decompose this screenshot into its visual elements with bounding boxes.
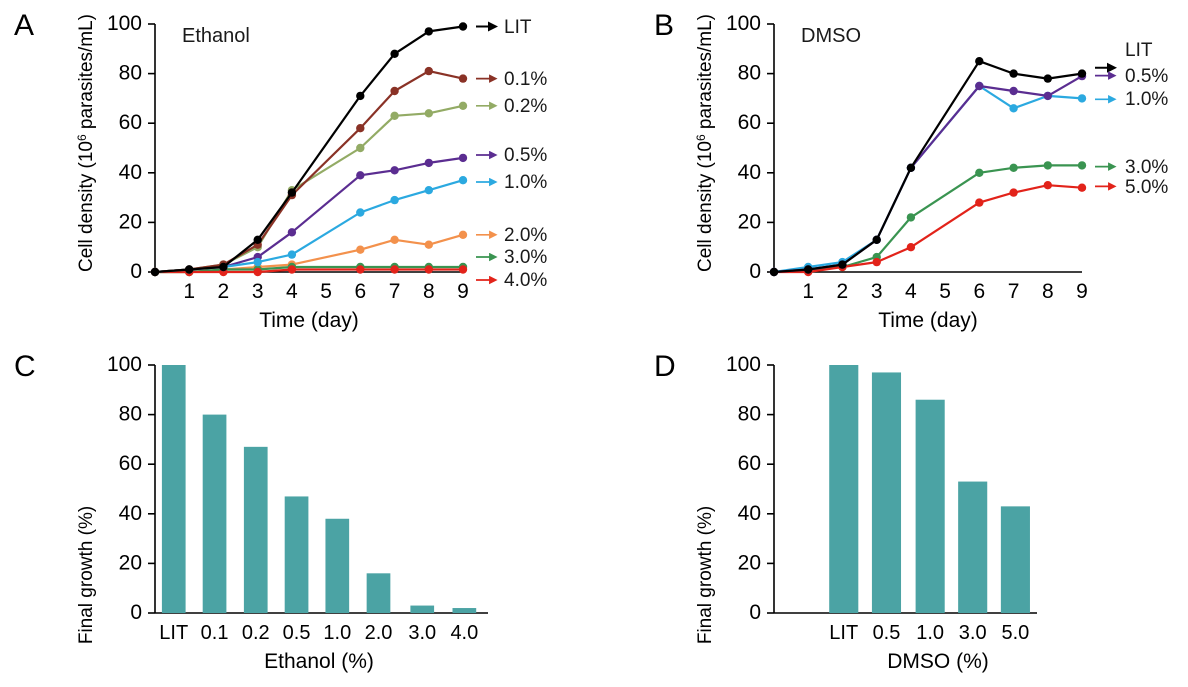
svg-text:20: 20 (738, 551, 761, 574)
svg-text:6: 6 (354, 280, 366, 303)
svg-text:40: 40 (738, 502, 761, 525)
svg-text:3.0%: 3.0% (504, 247, 547, 268)
svg-text:4.0%: 4.0% (504, 270, 547, 291)
svg-text:2: 2 (837, 280, 849, 303)
svg-text:Final growth (%): Final growth (%) (695, 506, 716, 644)
svg-text:0.5: 0.5 (873, 622, 901, 644)
svg-text:2.0: 2.0 (365, 622, 393, 644)
svg-text:0: 0 (749, 601, 761, 624)
svg-text:1.0%: 1.0% (504, 172, 547, 193)
svg-text:Ethanol: Ethanol (182, 25, 250, 47)
svg-text:1: 1 (802, 280, 814, 303)
svg-text:80: 80 (119, 62, 142, 85)
svg-text:100: 100 (726, 353, 761, 376)
svg-text:LIT: LIT (159, 622, 188, 644)
svg-text:2: 2 (218, 280, 230, 303)
svg-text:1: 1 (183, 280, 195, 303)
svg-text:8: 8 (1042, 280, 1054, 303)
svg-text:1.0%: 1.0% (1125, 89, 1168, 110)
svg-text:7: 7 (389, 280, 401, 303)
svg-text:4.0: 4.0 (450, 622, 478, 644)
svg-text:Ethanol (%): Ethanol (%) (264, 650, 374, 673)
svg-text:100: 100 (107, 12, 142, 35)
svg-text:0: 0 (130, 601, 142, 624)
svg-text:0: 0 (130, 260, 142, 283)
svg-text:DMSO (%): DMSO (%) (887, 650, 989, 673)
svg-text:Cell density (106 parasites/mL: Cell density (106 parasites/mL) (75, 14, 97, 272)
svg-text:A: A (14, 9, 34, 42)
svg-text:60: 60 (738, 452, 761, 475)
svg-text:4: 4 (905, 280, 917, 303)
svg-text:20: 20 (119, 551, 142, 574)
svg-text:3: 3 (252, 280, 264, 303)
svg-text:DMSO: DMSO (801, 25, 861, 47)
svg-text:1.0: 1.0 (916, 622, 944, 644)
svg-text:5: 5 (320, 280, 332, 303)
svg-text:0.5%: 0.5% (1125, 66, 1168, 87)
svg-text:Final growth (%): Final growth (%) (76, 506, 97, 644)
svg-text:3.0%: 3.0% (1125, 157, 1168, 178)
svg-text:80: 80 (738, 62, 761, 85)
svg-text:0.2: 0.2 (242, 622, 270, 644)
svg-text:40: 40 (119, 502, 142, 525)
svg-text:60: 60 (119, 111, 142, 134)
svg-text:Time (day): Time (day) (259, 309, 359, 332)
svg-text:Cell density (106 parasites/mL: Cell density (106 parasites/mL) (694, 14, 716, 272)
svg-text:3: 3 (871, 280, 883, 303)
svg-text:8: 8 (423, 280, 435, 303)
svg-text:5: 5 (939, 280, 951, 303)
svg-text:9: 9 (457, 280, 469, 303)
svg-text:9: 9 (1076, 280, 1088, 303)
svg-text:0: 0 (749, 260, 761, 283)
svg-text:LIT: LIT (1125, 40, 1153, 61)
svg-text:0.5%: 0.5% (504, 145, 547, 166)
svg-text:20: 20 (119, 210, 142, 233)
svg-text:Time (day): Time (day) (878, 309, 978, 332)
svg-text:6: 6 (973, 280, 985, 303)
svg-text:LIT: LIT (829, 622, 858, 644)
svg-text:3.0: 3.0 (959, 622, 987, 644)
svg-text:5.0: 5.0 (1002, 622, 1030, 644)
svg-text:80: 80 (738, 403, 761, 426)
svg-text:3.0: 3.0 (408, 622, 436, 644)
svg-text:5.0%: 5.0% (1125, 177, 1168, 198)
svg-text:60: 60 (738, 111, 761, 134)
svg-text:40: 40 (738, 161, 761, 184)
svg-text:7: 7 (1008, 280, 1020, 303)
svg-text:LIT: LIT (504, 17, 532, 38)
svg-text:40: 40 (119, 161, 142, 184)
svg-text:80: 80 (119, 403, 142, 426)
svg-text:20: 20 (738, 210, 761, 233)
svg-text:0.5: 0.5 (283, 622, 311, 644)
svg-text:1.0: 1.0 (323, 622, 351, 644)
svg-text:C: C (14, 350, 36, 383)
svg-text:0.1%: 0.1% (504, 69, 547, 90)
svg-text:D: D (654, 350, 676, 383)
svg-text:4: 4 (286, 280, 298, 303)
svg-text:100: 100 (726, 12, 761, 35)
svg-text:100: 100 (107, 353, 142, 376)
svg-text:0.1: 0.1 (201, 622, 229, 644)
svg-text:60: 60 (119, 452, 142, 475)
svg-text:B: B (654, 9, 674, 42)
svg-text:2.0%: 2.0% (504, 225, 547, 246)
svg-text:0.2%: 0.2% (504, 96, 547, 117)
